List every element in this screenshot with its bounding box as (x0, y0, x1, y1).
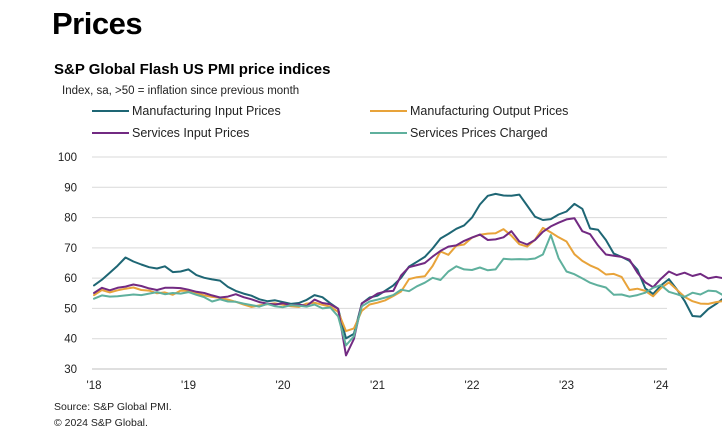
chart-title: S&P Global Flash US PMI price indices (54, 61, 331, 78)
legend-item-services-input: Services Input Prices (92, 126, 249, 140)
legend-item-manufacturing-output: Manufacturing Output Prices (370, 104, 568, 118)
page-heading: Prices (52, 6, 143, 41)
y-tick-label: 50 (64, 303, 77, 315)
y-tick-label: 40 (64, 334, 77, 346)
copyright-note: © 2024 S&P Global. (54, 417, 148, 429)
legend-swatch-manufacturing-input (92, 110, 129, 112)
x-tick-label: '24 (654, 380, 670, 392)
legend-swatch-services-charged (370, 132, 407, 134)
legend-label: Services Input Prices (132, 126, 250, 140)
x-tick-label: '20 (276, 380, 291, 392)
chart-subtitle: Index, sa, >50 = inflation since previou… (62, 85, 300, 97)
series-line-0 (93, 192, 722, 340)
legend-label: Services Prices Charged (410, 126, 548, 140)
series-line-2 (93, 217, 722, 357)
series-line-3 (93, 234, 722, 347)
legend-item-manufacturing-input: Manufacturing Input Prices (92, 104, 281, 118)
y-tick-label: 100 (58, 152, 77, 164)
legend-label: Manufacturing Output Prices (410, 104, 569, 118)
x-tick-label: '18 (87, 380, 102, 392)
x-tick-label: '22 (465, 380, 480, 392)
y-tick-label: 90 (64, 182, 77, 194)
source-note: Source: S&P Global PMI. (54, 401, 172, 413)
legend-item-services-charged: Services Prices Charged (370, 126, 548, 140)
x-tick-label: '21 (370, 380, 385, 392)
legend-swatch-manufacturing-output (370, 110, 407, 112)
x-tick-label: '23 (559, 380, 574, 392)
y-tick-label: 70 (64, 243, 77, 255)
series-line-1 (93, 226, 722, 333)
y-tick-label: 80 (64, 213, 77, 225)
x-tick-label: '19 (181, 380, 196, 392)
legend-label: Manufacturing Input Prices (132, 104, 281, 118)
y-tick-label: 30 (64, 364, 77, 376)
y-tick-label: 60 (64, 273, 77, 285)
legend-swatch-services-input (92, 132, 129, 134)
